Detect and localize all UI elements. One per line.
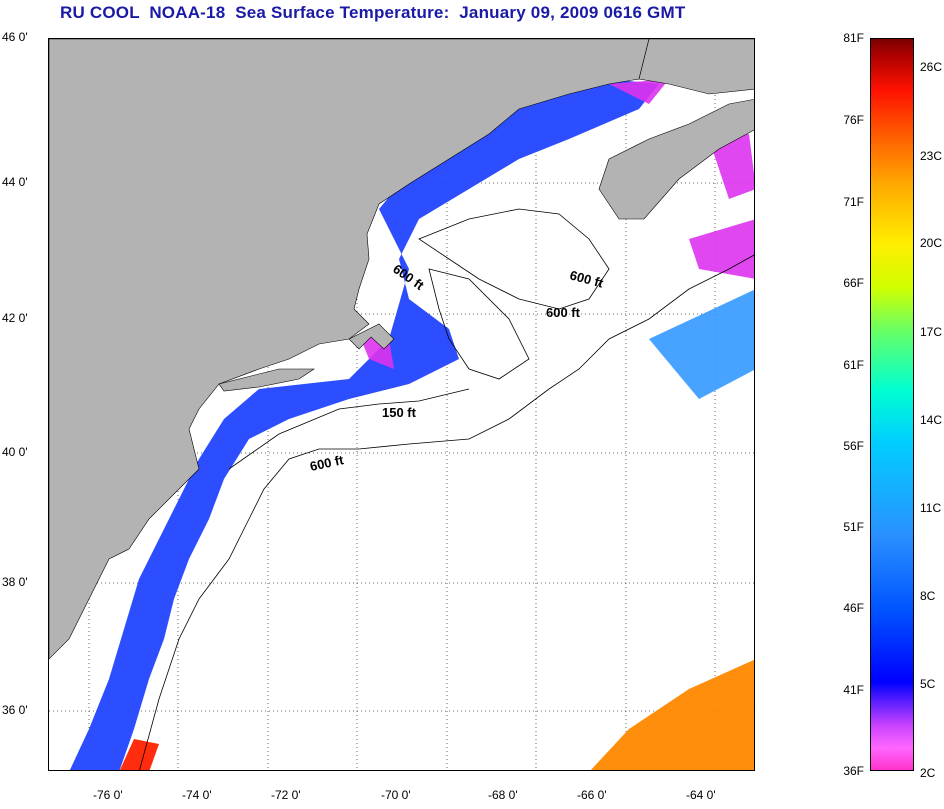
sst-gulf-stream-hot [119,739,159,770]
sst-coastal-band [69,79,659,770]
colorbar-c-label: 8C [920,589,936,603]
sst-offshore-blue [649,289,754,399]
colorbar-f-label: 76F [843,113,864,127]
colorbar-f-label: 41F [843,683,864,697]
temperature-colorbar [870,38,914,771]
bathymetry-contours [139,208,754,770]
colorbar-f-label: 66F [843,276,864,290]
map-canvas: 600 ft 600 ft 600 ft 150 ft 600 ft [49,39,754,770]
colorbar-f-label: 71F [843,195,864,209]
colorbar-c-label: 17C [920,325,943,339]
lat-label: 42 0' [2,311,28,325]
lon-label: -64 0' [686,788,716,802]
lat-label: 36 0' [2,703,28,717]
sst-gulf-stream-warm [590,659,754,770]
contour-label: 600 ft [546,305,581,320]
lon-label: -74 0' [182,788,212,802]
contour-label: 600 ft [390,261,427,293]
lon-label: -76 0' [93,788,123,802]
colorbar-f-label: 81F [843,31,864,45]
colorbar-c-label: 26C [920,60,943,74]
colorbar-f-label: 36F [843,764,864,778]
colorbar-f-label: 56F [843,439,864,453]
colorbar-c-label: 14C [920,413,943,427]
land-long-island [218,368,315,392]
lon-label: -68 0' [488,788,518,802]
colorbar-c-label: 11C [920,501,942,515]
contour-label: 150 ft [382,405,417,420]
colorbar-c-label: 23C [920,149,943,163]
contour-label: 600 ft [568,267,605,290]
colorbar-f-label: 51F [843,520,864,534]
contour-label: 600 ft [309,452,346,474]
colorbar-c-label: 5C [920,677,936,691]
lat-label: 38 0' [2,575,28,589]
sst-map: 600 ft 600 ft 600 ft 150 ft 600 ft [48,38,755,771]
colorbar-c-label: 20C [920,236,943,250]
map-title: RU COOL NOAA-18 Sea Surface Temperature:… [60,3,686,22]
lon-label: -72 0' [271,788,301,802]
land-cape-cod [348,323,395,350]
lat-label: 44 0' [2,175,28,189]
colorbar-c-label: 2C [920,766,936,780]
lat-label: 40 0' [2,445,28,459]
lon-label: -70 0' [381,788,411,802]
lat-label: 46 0' [2,30,28,44]
colorbar-f-label: 61F [843,358,864,372]
land-new-brunswick [638,39,754,95]
land-nova-scotia [598,99,754,220]
lon-label: -66 0' [577,788,607,802]
colorbar-f-label: 46F [843,601,864,615]
